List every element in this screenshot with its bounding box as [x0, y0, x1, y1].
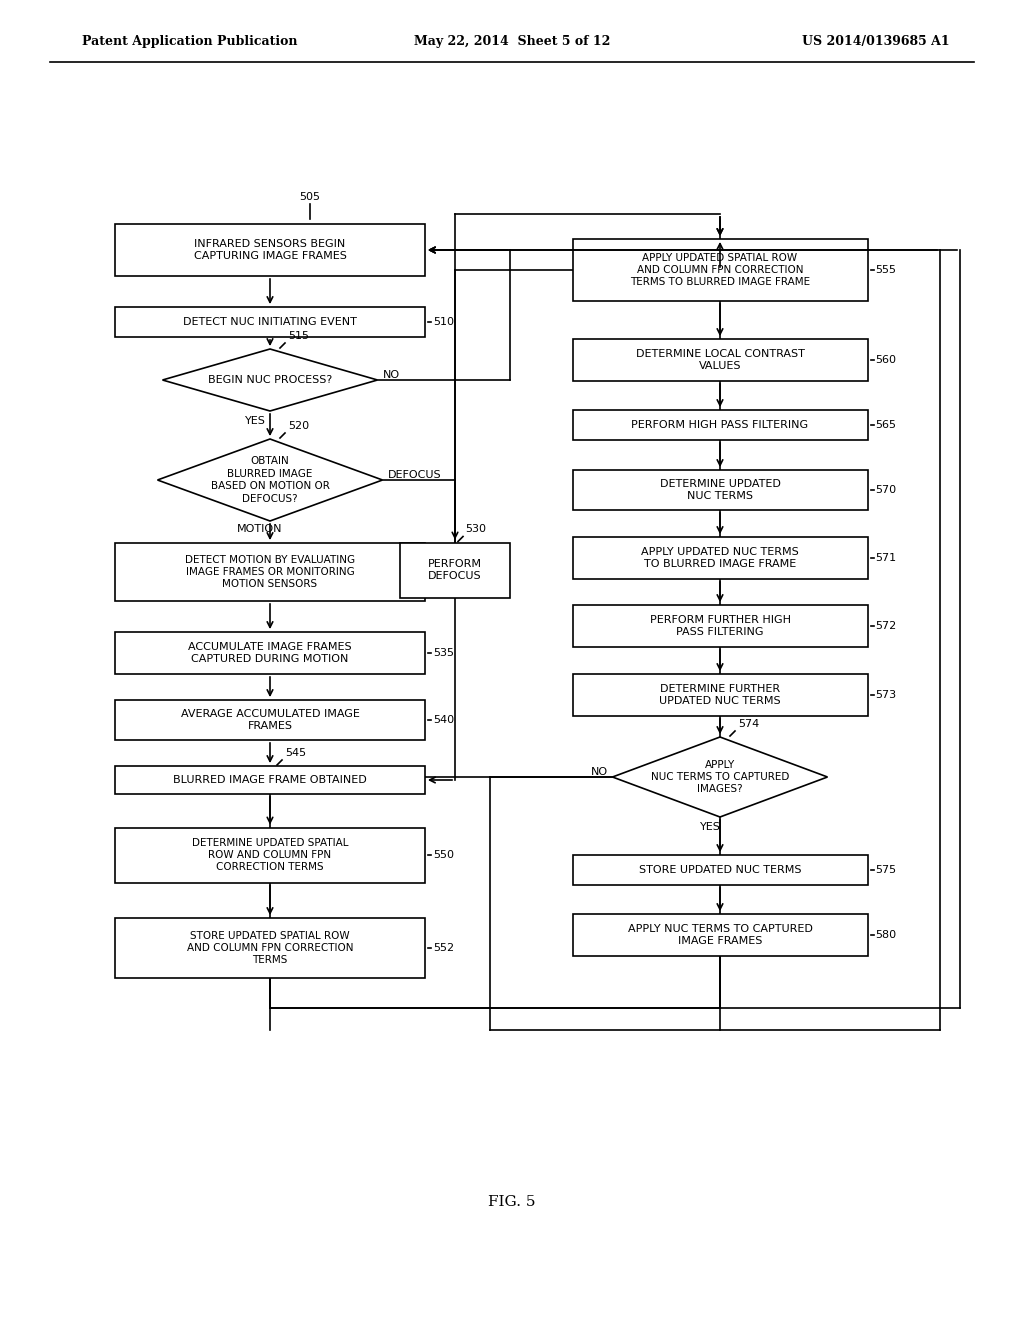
- Bar: [115, 828, 425, 883]
- Bar: [115, 308, 425, 337]
- Bar: [572, 605, 867, 647]
- Bar: [572, 239, 867, 301]
- Text: AVERAGE ACCUMULATED IMAGE
FRAMES: AVERAGE ACCUMULATED IMAGE FRAMES: [180, 709, 359, 731]
- Text: 565: 565: [876, 420, 896, 430]
- Bar: [572, 470, 867, 510]
- Text: 570: 570: [876, 484, 897, 495]
- Text: 525: 525: [433, 560, 454, 570]
- Bar: [572, 855, 867, 884]
- Bar: [572, 411, 867, 440]
- Text: ACCUMULATE IMAGE FRAMES
CAPTURED DURING MOTION: ACCUMULATE IMAGE FRAMES CAPTURED DURING …: [188, 642, 352, 664]
- Bar: [572, 913, 867, 956]
- Text: Patent Application Publication: Patent Application Publication: [82, 36, 298, 49]
- Text: 573: 573: [876, 690, 897, 700]
- Bar: [400, 543, 510, 598]
- Text: OBTAIN
BLURRED IMAGE
BASED ON MOTION OR
DEFOCUS?: OBTAIN BLURRED IMAGE BASED ON MOTION OR …: [211, 457, 330, 504]
- Text: 515: 515: [288, 331, 309, 341]
- Text: DEFOCUS: DEFOCUS: [387, 470, 441, 480]
- Text: FIG. 5: FIG. 5: [488, 1195, 536, 1209]
- Bar: [572, 675, 867, 715]
- Text: DETERMINE FURTHER
UPDATED NUC TERMS: DETERMINE FURTHER UPDATED NUC TERMS: [659, 684, 781, 706]
- Text: APPLY
NUC TERMS TO CAPTURED
IMAGES?: APPLY NUC TERMS TO CAPTURED IMAGES?: [651, 759, 790, 795]
- Text: DETERMINE LOCAL CONTRAST
VALUES: DETERMINE LOCAL CONTRAST VALUES: [636, 348, 805, 371]
- Bar: [115, 224, 425, 276]
- Text: STORE UPDATED SPATIAL ROW
AND COLUMN FPN CORRECTION
TERMS: STORE UPDATED SPATIAL ROW AND COLUMN FPN…: [186, 931, 353, 965]
- Text: 530: 530: [465, 524, 486, 535]
- Text: 574: 574: [738, 719, 759, 729]
- Text: YES: YES: [699, 822, 721, 832]
- Text: INFRARED SENSORS BEGIN
CAPTURING IMAGE FRAMES: INFRARED SENSORS BEGIN CAPTURING IMAGE F…: [194, 239, 346, 261]
- Text: NO: NO: [591, 767, 607, 777]
- Text: 580: 580: [876, 931, 897, 940]
- Text: STORE UPDATED NUC TERMS: STORE UPDATED NUC TERMS: [639, 865, 801, 875]
- Text: 571: 571: [876, 553, 897, 564]
- Text: YES: YES: [245, 416, 265, 426]
- Text: APPLY NUC TERMS TO CAPTURED
IMAGE FRAMES: APPLY NUC TERMS TO CAPTURED IMAGE FRAMES: [628, 924, 812, 946]
- Text: PERFORM FURTHER HIGH
PASS FILTERING: PERFORM FURTHER HIGH PASS FILTERING: [649, 615, 791, 638]
- Text: 505: 505: [299, 191, 321, 202]
- Polygon shape: [158, 440, 383, 521]
- Bar: [115, 766, 425, 795]
- Text: US 2014/0139685 A1: US 2014/0139685 A1: [803, 36, 950, 49]
- Text: NO: NO: [383, 370, 399, 380]
- Text: 545: 545: [285, 748, 306, 758]
- Bar: [572, 537, 867, 579]
- Text: 555: 555: [876, 265, 896, 275]
- Bar: [115, 917, 425, 978]
- Polygon shape: [163, 348, 378, 411]
- Text: 552: 552: [433, 942, 454, 953]
- Text: DETERMINE UPDATED
NUC TERMS: DETERMINE UPDATED NUC TERMS: [659, 479, 780, 502]
- Bar: [115, 700, 425, 741]
- Text: 540: 540: [433, 715, 454, 725]
- Text: 575: 575: [876, 865, 897, 875]
- Text: BLURRED IMAGE FRAME OBTAINED: BLURRED IMAGE FRAME OBTAINED: [173, 775, 367, 785]
- Bar: [115, 543, 425, 601]
- Text: PERFORM
DEFOCUS: PERFORM DEFOCUS: [428, 558, 482, 581]
- Text: 520: 520: [288, 421, 309, 432]
- Text: May 22, 2014  Sheet 5 of 12: May 22, 2014 Sheet 5 of 12: [414, 36, 610, 49]
- Text: DETECT MOTION BY EVALUATING
IMAGE FRAMES OR MONITORING
MOTION SENSORS: DETECT MOTION BY EVALUATING IMAGE FRAMES…: [185, 554, 355, 590]
- Text: 510: 510: [433, 317, 454, 327]
- Bar: [572, 339, 867, 381]
- Text: MOTION: MOTION: [238, 524, 283, 535]
- Text: APPLY UPDATED NUC TERMS
TO BLURRED IMAGE FRAME: APPLY UPDATED NUC TERMS TO BLURRED IMAGE…: [641, 546, 799, 569]
- Text: PERFORM HIGH PASS FILTERING: PERFORM HIGH PASS FILTERING: [632, 420, 809, 430]
- Text: APPLY UPDATED SPATIAL ROW
AND COLUMN FPN CORRECTION
TERMS TO BLURRED IMAGE FRAME: APPLY UPDATED SPATIAL ROW AND COLUMN FPN…: [630, 252, 810, 288]
- Polygon shape: [612, 737, 827, 817]
- Text: 560: 560: [876, 355, 896, 366]
- Text: 550: 550: [433, 850, 454, 861]
- Text: 535: 535: [433, 648, 454, 657]
- Text: BEGIN NUC PROCESS?: BEGIN NUC PROCESS?: [208, 375, 332, 385]
- Text: DETECT NUC INITIATING EVENT: DETECT NUC INITIATING EVENT: [183, 317, 357, 327]
- Text: DETERMINE UPDATED SPATIAL
ROW AND COLUMN FPN
CORRECTION TERMS: DETERMINE UPDATED SPATIAL ROW AND COLUMN…: [191, 838, 348, 873]
- Bar: [115, 632, 425, 675]
- Text: 572: 572: [876, 620, 897, 631]
